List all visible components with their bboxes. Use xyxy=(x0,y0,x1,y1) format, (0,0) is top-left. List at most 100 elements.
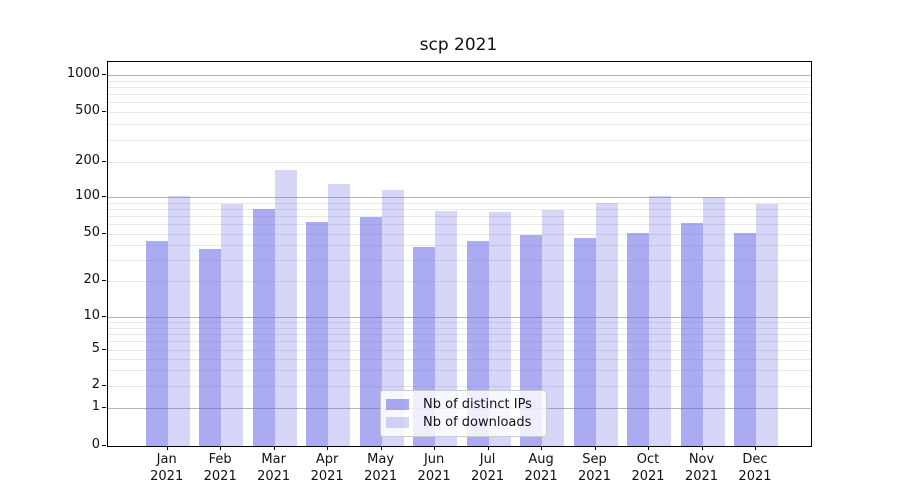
y-tick-mark xyxy=(102,445,106,446)
gridline-minor xyxy=(108,245,811,247)
gridline-minor xyxy=(108,102,811,104)
bar-distinct-ips xyxy=(359,216,382,446)
gridline-minor xyxy=(108,124,811,126)
x-axis-tick-label: Jan 2021 xyxy=(127,451,207,485)
gridline-minor xyxy=(108,370,811,372)
x-tick-mark xyxy=(648,446,650,450)
y-axis-tick-label: 0 xyxy=(91,437,100,452)
gridline-minor xyxy=(108,386,811,387)
x-tick-year: 2021 xyxy=(417,469,451,484)
gridline-major xyxy=(108,197,811,198)
x-axis-tick-label: Feb 2021 xyxy=(180,451,260,485)
y-axis-tick-label: 500 xyxy=(75,103,100,118)
bar-downloads xyxy=(274,169,297,446)
x-tick-month: Mar xyxy=(261,452,286,467)
x-tick-year: 2021 xyxy=(631,469,665,484)
x-tick-month: Oct xyxy=(636,452,660,467)
y-tick-mark xyxy=(102,385,106,386)
x-tick-year: 2021 xyxy=(524,469,558,484)
y-axis-tick-label: 100 xyxy=(75,188,100,203)
bar-distinct-ips xyxy=(627,232,650,446)
gridline-minor xyxy=(108,162,811,163)
gridline-minor xyxy=(108,112,811,113)
x-tick-month: Nov xyxy=(688,452,715,467)
bar-distinct-ips xyxy=(145,240,168,446)
x-tick-year: 2021 xyxy=(257,469,291,484)
x-tick-year: 2021 xyxy=(684,469,719,484)
bar-downloads xyxy=(328,183,351,446)
gridline-minor xyxy=(108,260,811,262)
x-axis-tick-label: Mar 2021 xyxy=(234,451,314,485)
y-tick-mark xyxy=(102,349,106,350)
gridline-minor xyxy=(108,208,811,210)
y-axis-tick-label: 50 xyxy=(83,225,100,240)
x-axis-tick-label: Sep 2021 xyxy=(555,451,635,485)
bar-downloads xyxy=(167,196,190,446)
gridline-minor xyxy=(108,80,811,82)
x-tick-year: 2021 xyxy=(738,469,772,484)
x-tick-month: Sep xyxy=(582,452,607,467)
x-tick-month: Dec xyxy=(742,452,768,467)
y-tick-mark xyxy=(102,280,106,281)
y-tick-mark xyxy=(102,111,106,112)
bar-downloads xyxy=(649,196,672,446)
x-tick-mark xyxy=(541,446,543,450)
gridline-minor xyxy=(108,333,811,335)
legend: Nb of distinct IPs Nb of downloads xyxy=(380,390,547,437)
gridline-minor xyxy=(108,202,811,204)
bar-downloads xyxy=(755,204,778,446)
x-axis-tick-label: Jun 2021 xyxy=(394,451,474,485)
y-axis-tick-label: 20 xyxy=(83,272,100,287)
x-tick-month: Jul xyxy=(479,452,496,467)
x-axis-tick-label: Oct 2021 xyxy=(608,451,688,485)
x-axis-tick-label: Apr 2021 xyxy=(287,451,367,485)
x-tick-mark xyxy=(380,446,382,450)
x-tick-month: May xyxy=(367,452,395,467)
x-tick-year: 2021 xyxy=(364,469,398,484)
y-axis-tick-label: 1000 xyxy=(66,66,100,81)
bar-distinct-ips xyxy=(733,232,756,446)
y-tick-mark xyxy=(102,316,106,317)
x-axis-tick-label: Dec 2021 xyxy=(715,451,795,485)
y-tick-mark xyxy=(102,233,106,234)
y-tick-mark xyxy=(102,74,106,75)
x-tick-month: Jun xyxy=(423,452,445,467)
y-tick-mark xyxy=(102,196,106,197)
bar-distinct-ips xyxy=(252,208,275,446)
y-axis-tick-label: 5 xyxy=(91,341,100,356)
gridline-minor xyxy=(108,224,811,226)
y-axis-tick-label: 10 xyxy=(83,308,100,323)
bar-distinct-ips xyxy=(573,238,596,446)
bar-downloads xyxy=(702,197,725,446)
bar-downloads xyxy=(595,203,618,446)
bar-downloads xyxy=(221,203,244,446)
x-tick-month: Feb xyxy=(208,452,232,467)
x-tick-mark xyxy=(754,446,756,450)
y-axis-tick-label: 2 xyxy=(91,377,100,392)
x-tick-mark xyxy=(487,446,489,450)
x-tick-month: Apr xyxy=(315,452,339,467)
legend-item: Nb of distinct IPs xyxy=(386,397,540,412)
legend-swatch-distinct-ips-icon xyxy=(386,398,409,410)
x-tick-year: 2021 xyxy=(310,469,344,484)
legend-label: Nb of downloads xyxy=(423,415,532,431)
gridline-major xyxy=(108,317,811,318)
y-tick-mark xyxy=(102,161,106,162)
bar-distinct-ips xyxy=(306,221,329,446)
gridline-minor xyxy=(108,358,811,360)
legend-swatch-downloads-icon xyxy=(386,417,409,429)
gridline-minor xyxy=(108,94,811,96)
x-tick-month: Jan xyxy=(156,452,177,467)
gridline-minor xyxy=(108,216,811,218)
gridline-minor xyxy=(108,86,811,88)
x-tick-mark xyxy=(701,446,703,450)
x-tick-mark xyxy=(166,446,168,450)
bar-distinct-ips xyxy=(680,222,703,446)
x-axis-tick-label: Nov 2021 xyxy=(662,451,742,485)
gridline-minor xyxy=(108,281,811,282)
x-axis-tick-label: Jul 2021 xyxy=(448,451,528,485)
bar-distinct-ips xyxy=(199,249,222,446)
x-tick-mark xyxy=(327,446,329,450)
bar-downloads xyxy=(435,210,458,446)
